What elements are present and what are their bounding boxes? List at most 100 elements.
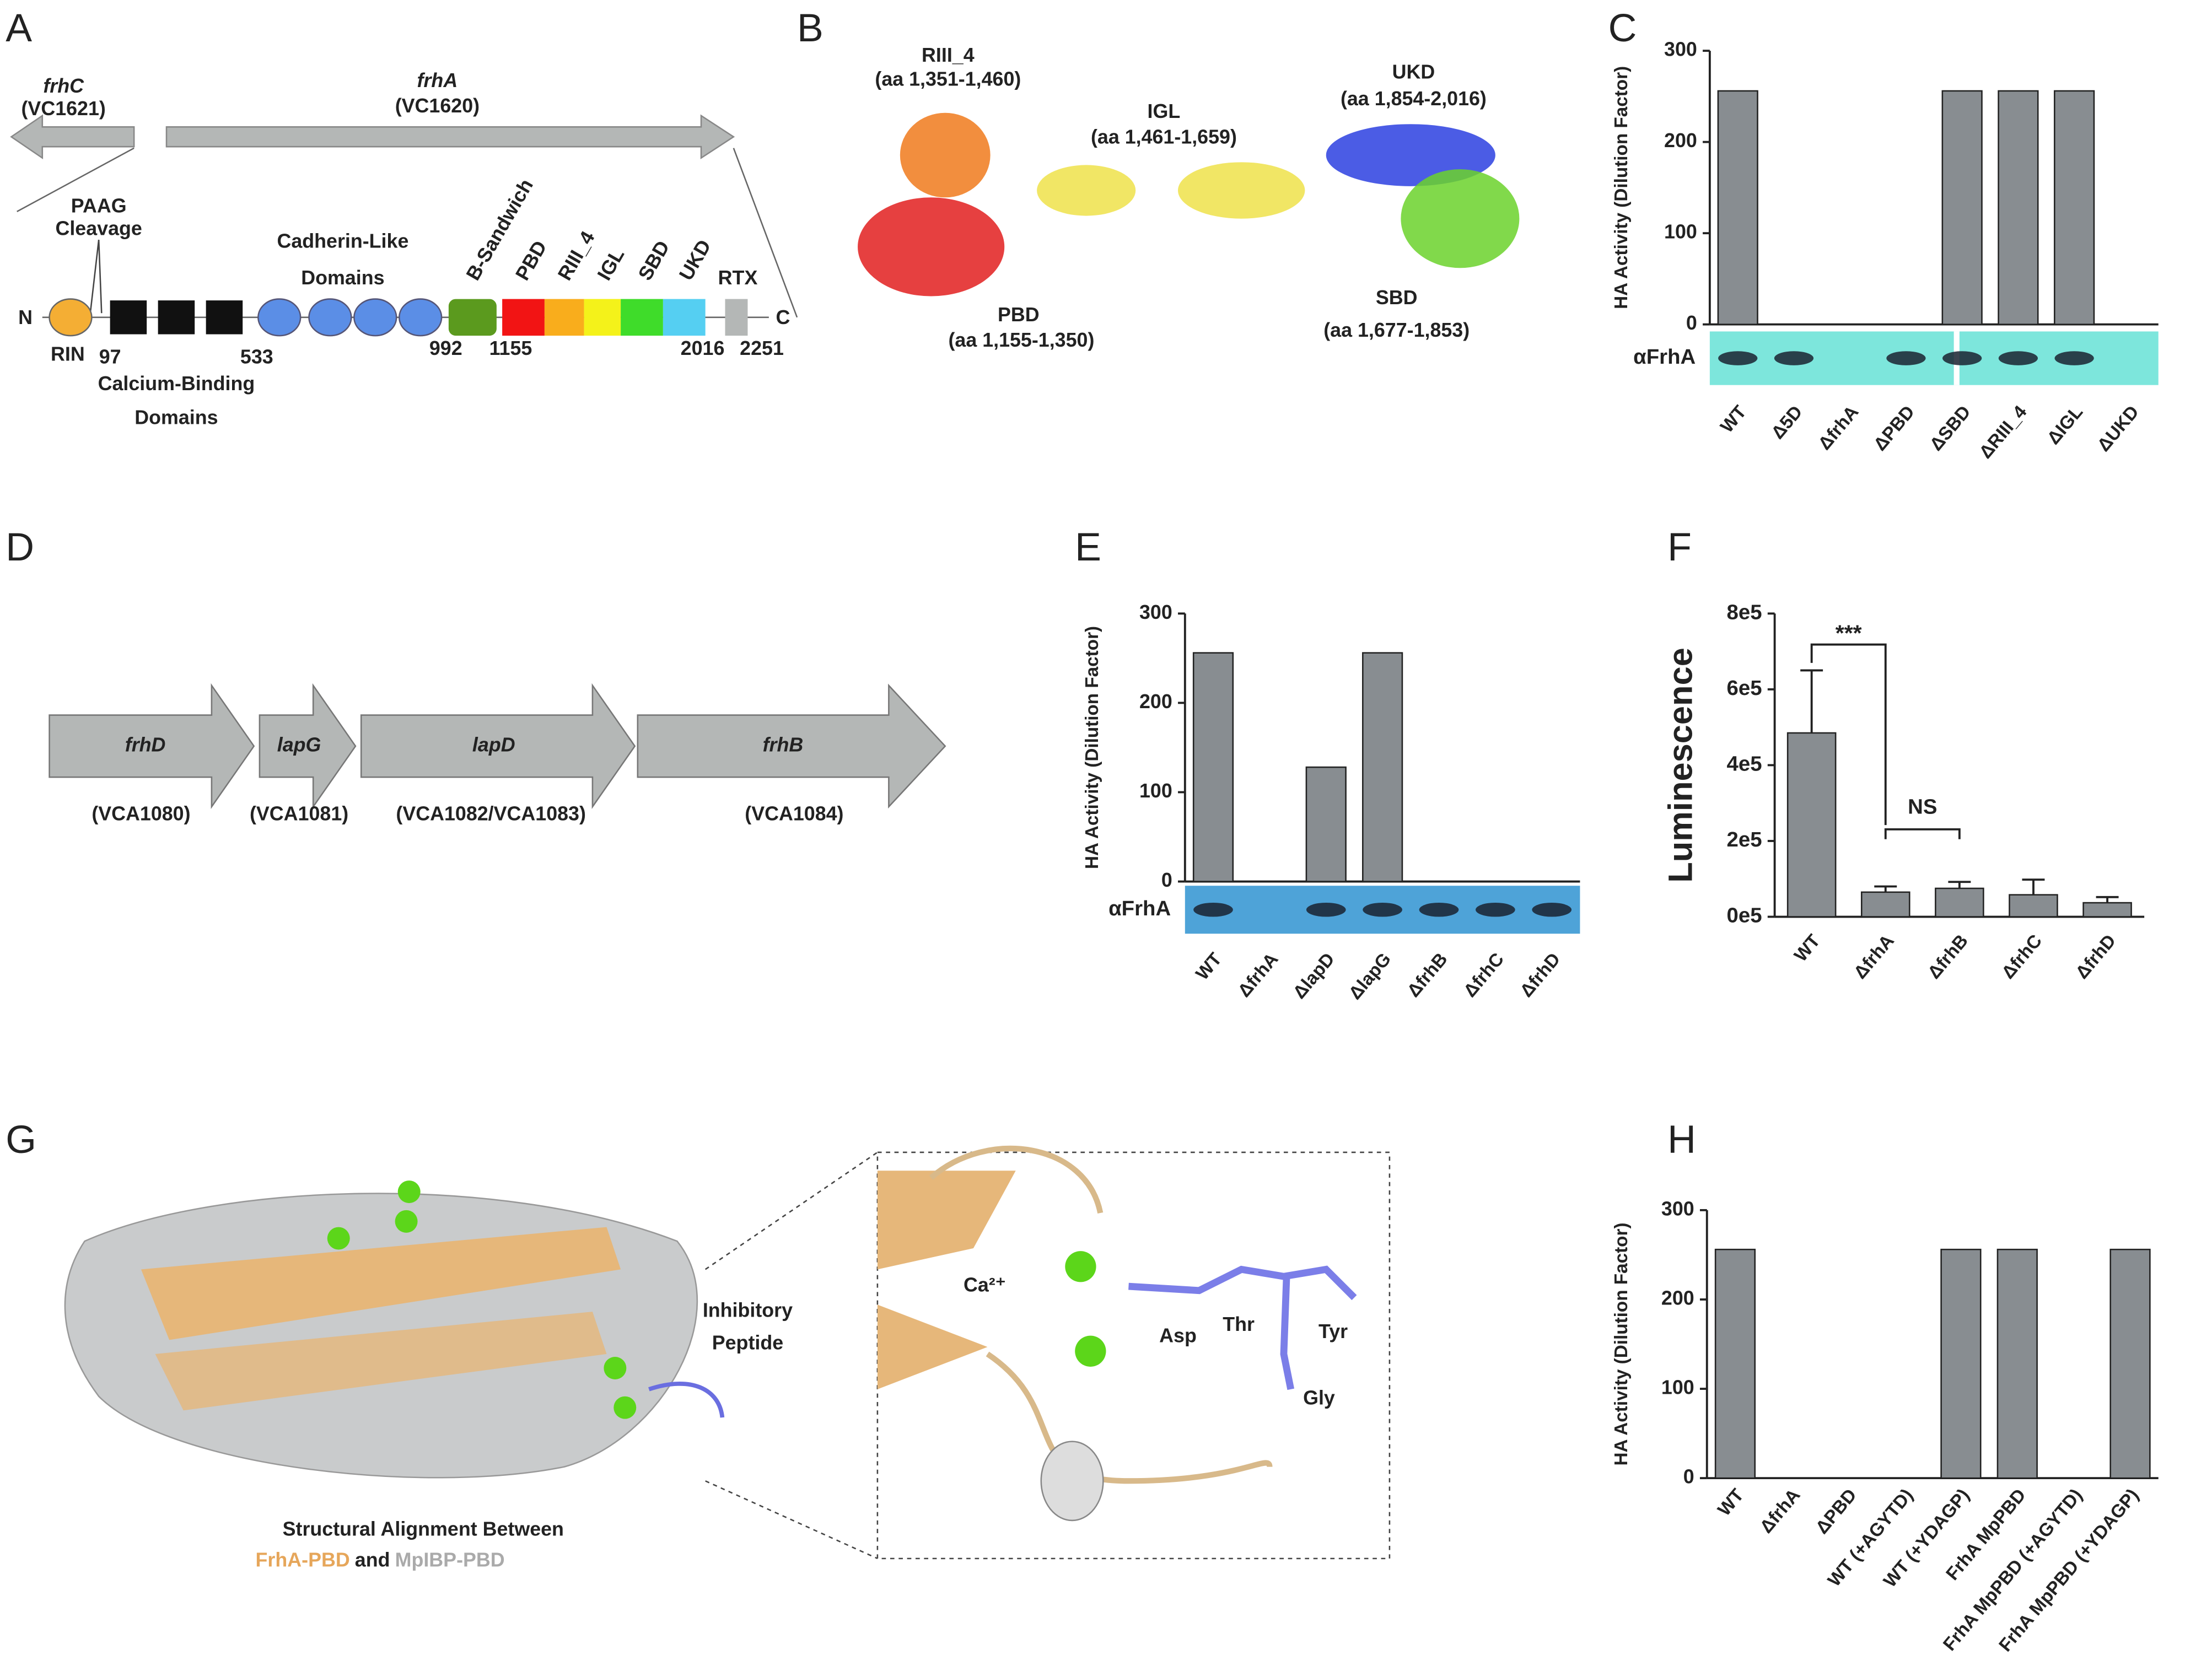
label: Calcium-Binding — [98, 373, 255, 395]
label: Cleavage — [55, 218, 142, 240]
bar — [2054, 90, 2095, 325]
gene-name: lapD — [472, 734, 515, 756]
x-tick-label: ΔfrhB — [1924, 931, 1972, 983]
peptide — [648, 1382, 725, 1418]
caption: and — [355, 1549, 390, 1571]
x-tick-label: ΔfrhA — [1756, 1485, 1805, 1537]
blot-band — [1886, 351, 1926, 365]
domain-label: RIN — [51, 343, 85, 365]
bar — [1192, 652, 1234, 882]
gene-name: frhD — [125, 734, 166, 756]
gene-name: frhC — [43, 75, 84, 97]
label: Thr — [1223, 1313, 1255, 1335]
domain — [544, 299, 584, 336]
annotation: *** — [1836, 620, 1862, 645]
label: Cadherin-Like — [277, 230, 408, 252]
structure — [858, 197, 1005, 296]
locus: (VC1621) — [21, 98, 106, 120]
pointer — [89, 239, 100, 314]
domain-name: PBD — [998, 304, 1040, 326]
label: PAAG — [71, 195, 127, 217]
y-tick-label: 8e5 — [1727, 600, 1762, 624]
position: 2251 — [740, 337, 784, 359]
ion — [1065, 1251, 1096, 1282]
locus: (VCA1081) — [250, 803, 348, 825]
x-tick-label: ΔPBD — [1812, 1485, 1861, 1538]
terminus: C — [776, 306, 790, 328]
panel-g: Inhibitory Peptide Structural Alignment … — [64, 1145, 1391, 1571]
gene-name: lapG — [277, 734, 321, 756]
y-tick-label: 100 — [1661, 1377, 1694, 1399]
bar — [1996, 1248, 2038, 1479]
structure — [155, 1312, 607, 1411]
blot-band — [1193, 902, 1233, 917]
structure — [877, 1304, 988, 1389]
x-tick-label: ΔfrhC — [1998, 931, 2046, 983]
domain-label: RTX — [718, 267, 758, 289]
zoom-line — [704, 1151, 878, 1270]
domain — [399, 298, 443, 337]
label: Inhibitory — [703, 1299, 793, 1322]
domain-range: (aa 1,351-1,460) — [875, 68, 1021, 90]
domain-name: IGL — [1148, 100, 1181, 122]
blot-band — [2054, 351, 2094, 365]
gene-name: frhA — [417, 69, 458, 91]
bar — [1362, 652, 1403, 882]
label: Peptide — [712, 1331, 783, 1354]
locus: (VCA1084) — [745, 803, 843, 825]
blot-label: αFrhA — [1108, 897, 1171, 920]
domain-name: RIII_4 — [922, 44, 975, 66]
panel-label: H — [1667, 1118, 1696, 1162]
blot-band — [1998, 351, 2038, 365]
domain-label: SBD — [634, 237, 674, 284]
bar — [2009, 894, 2058, 918]
y-tick-label: 4e5 — [1727, 752, 1762, 776]
label: Domains — [301, 267, 384, 289]
x-tick-label: ΔIGL — [2043, 402, 2087, 449]
label: Asp — [1159, 1325, 1197, 1347]
y-tick-label: 6e5 — [1727, 676, 1762, 700]
x-tick-label: ΔUKD — [2093, 402, 2143, 455]
bar — [1714, 1248, 1756, 1479]
x-tick-label: ΔlapG — [1345, 949, 1395, 1004]
panel-label: A — [6, 6, 32, 50]
domain-label: PBD — [511, 237, 551, 284]
structure — [877, 1171, 1016, 1270]
domain — [206, 300, 243, 335]
y-tick-label: 200 — [1139, 691, 1172, 713]
x-tick-label: ΔRIII_4 — [1976, 402, 2031, 462]
caption: MpIBP-PBD — [395, 1549, 505, 1571]
label: Tyr — [1318, 1320, 1348, 1342]
domain-label: RIII_4 — [553, 228, 599, 284]
domain — [448, 299, 497, 336]
domain-label: UKD — [675, 236, 715, 284]
y-tick-label: 300 — [1139, 601, 1172, 623]
domain — [308, 298, 352, 337]
y-axis-label: HA Activity (Dilution Factor) — [1611, 66, 1632, 309]
x-tick-label: ΔSBD — [1926, 402, 1975, 455]
gene-arrow — [49, 683, 255, 809]
bar — [1941, 90, 1983, 325]
terminus: N — [18, 306, 33, 328]
domain-name: UKD — [1392, 61, 1435, 83]
ion — [613, 1396, 637, 1419]
y-tick-label: 200 — [1664, 130, 1697, 152]
blot-label: αFrhA — [1633, 345, 1696, 369]
y-tick-label: 0 — [1683, 1466, 1694, 1488]
gene-arrow — [637, 683, 946, 809]
bar — [1935, 887, 1984, 918]
y-tick-label: 2e5 — [1727, 828, 1762, 851]
position: 1155 — [489, 337, 532, 359]
domain-range: (aa 1,155-1,350) — [948, 329, 1094, 351]
x-tick-label: ΔfrhD — [2072, 931, 2120, 983]
caption: FrhA-PBD — [256, 1549, 350, 1571]
x-tick-label: ΔfrhA — [1234, 949, 1283, 1001]
position: 2016 — [681, 337, 725, 359]
blot-band — [1306, 902, 1346, 917]
domain — [353, 298, 397, 337]
panel-label: B — [797, 6, 824, 50]
y-tick-label: 100 — [1664, 221, 1697, 243]
x-tick-label: ΔfrhB — [1403, 949, 1452, 1001]
bracket — [1884, 828, 1961, 839]
gene-name: frhB — [763, 734, 804, 756]
